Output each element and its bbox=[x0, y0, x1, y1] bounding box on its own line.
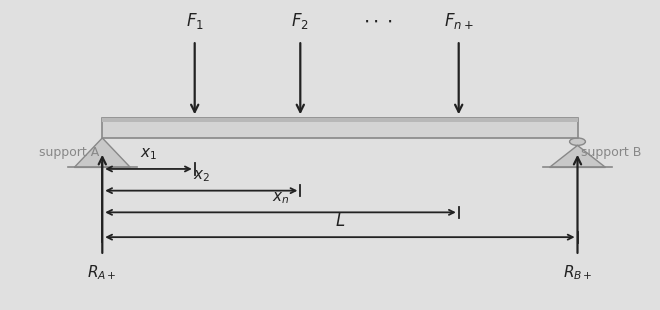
Bar bbox=[102, 118, 578, 138]
Text: $R_{B+}$: $R_{B+}$ bbox=[562, 264, 593, 282]
Text: $x_1$: $x_1$ bbox=[140, 146, 157, 162]
Text: support A: support A bbox=[39, 146, 99, 159]
Circle shape bbox=[570, 138, 585, 145]
Polygon shape bbox=[549, 145, 606, 167]
Bar bbox=[102, 118, 578, 122]
Text: $\cdot\cdot\cdot$: $\cdot\cdot\cdot$ bbox=[362, 12, 393, 31]
Text: support B: support B bbox=[581, 146, 641, 159]
Text: $R_{A+}$: $R_{A+}$ bbox=[87, 264, 117, 282]
Text: $F_{n+}$: $F_{n+}$ bbox=[444, 11, 474, 31]
Text: $x_2$: $x_2$ bbox=[193, 168, 210, 184]
Text: $F_2$: $F_2$ bbox=[292, 11, 309, 31]
Text: $F_1$: $F_1$ bbox=[185, 11, 204, 31]
Polygon shape bbox=[74, 138, 130, 167]
Text: $L$: $L$ bbox=[335, 212, 345, 230]
Text: $x_n$: $x_n$ bbox=[272, 190, 289, 206]
